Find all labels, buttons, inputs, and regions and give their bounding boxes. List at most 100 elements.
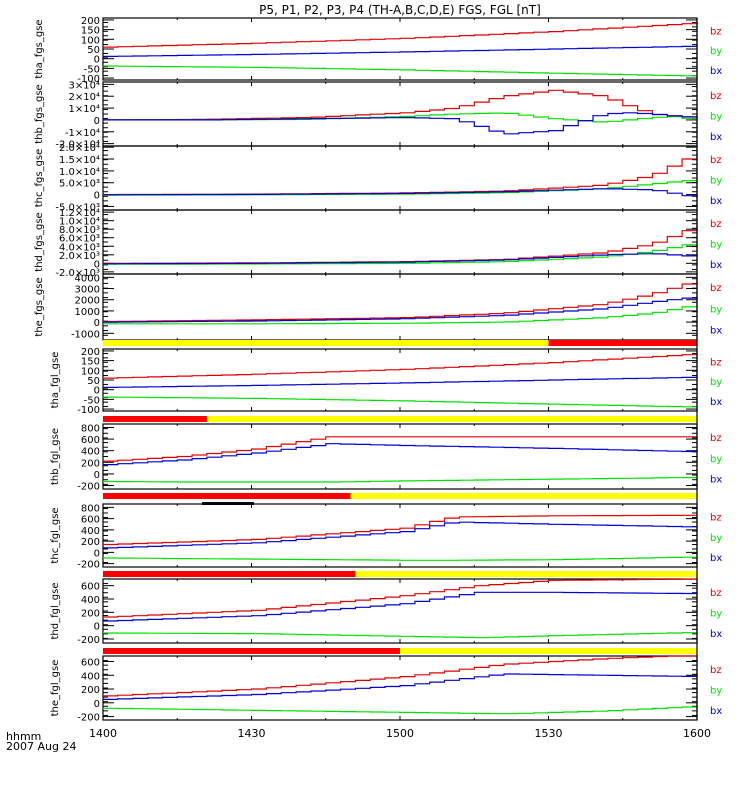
panel-thd_fgl_gse: 600 400 200 0 -200 thd_fgl_gse bz by bx [50, 578, 722, 646]
y-tick-label: 0 [94, 699, 100, 710]
mode-bar-segment [400, 648, 697, 654]
y-tick-label: 0 [94, 548, 100, 559]
y-tick-label: 5.0×10³ [59, 179, 100, 190]
y-tick-label: -100 [77, 74, 100, 85]
y-tick-label: 400 [81, 595, 100, 606]
mode-bar [103, 493, 697, 505]
series-bx [103, 591, 698, 622]
y-tick-label: 100 [81, 366, 100, 377]
mode-bar [103, 571, 697, 577]
legend-bx: bx [710, 553, 722, 564]
series-by [103, 632, 698, 639]
mode-bar-segment [103, 493, 351, 499]
series-bx [103, 253, 698, 265]
legend-bx: bx [710, 706, 722, 717]
series-bx [103, 188, 698, 199]
y-tick-label: -50 [84, 64, 100, 75]
y-tick-label: -100 [77, 405, 100, 416]
y-axis-label: thd_fgl_gse [50, 583, 61, 640]
panel-thd_fgs_gse: 1.2×10⁴1.0×10⁴8.0×10³6.0×10³4.0×10³2.0×1… [34, 208, 722, 279]
y-tick-label: 200 [81, 458, 100, 469]
legend-bx: bx [710, 66, 722, 77]
y-tick-label: 2.0×10⁴ [59, 143, 100, 154]
y-tick-label: 0 [94, 470, 100, 481]
y-tick-label: 0 [94, 116, 100, 127]
mode-bar-segment [103, 648, 400, 654]
y-tick-label: -5.0×10³ [55, 202, 100, 213]
legend-bx: bx [710, 196, 722, 207]
series-bz [103, 655, 697, 697]
mode-bar-segment [350, 493, 697, 499]
legend-bx: bx [710, 397, 722, 408]
series-bz [103, 514, 697, 546]
y-tick-label: 0 [94, 318, 100, 329]
y-axis-label: tha_fgs_gse [34, 19, 45, 78]
y-tick-label: 600 [81, 658, 100, 669]
x-axis-label-date: 2007 Aug 24 [6, 740, 76, 753]
series-by [103, 556, 698, 561]
y-tick-label: 8.0×10³ [59, 225, 100, 236]
y-axis-label: thb_fgs_gse [34, 84, 45, 143]
y-tick-label: -200 [77, 713, 100, 724]
y-tick-label: 0 [94, 622, 100, 633]
x-tick-label: 1400 [89, 727, 117, 740]
y-tick-label: 200 [81, 347, 100, 358]
panel-frame [102, 17, 698, 81]
y-tick-label: 1000 [75, 307, 100, 318]
y-tick-label: -2.0×10³ [55, 268, 100, 279]
mode-bar-segment [103, 571, 356, 577]
legend-bx: bx [710, 325, 722, 336]
legend-bx: bx [710, 629, 722, 640]
legend-bx: bx [710, 260, 722, 271]
chart-title: P5, P1, P2, P3, P4 (TH-A,B,C,D,E) FGS, F… [259, 3, 541, 17]
y-tick-label: 1.0×10⁴ [59, 217, 100, 228]
y-tick-label: 400 [81, 671, 100, 682]
series-bz [103, 436, 697, 462]
legend-bz: bz [710, 513, 722, 524]
mode-bar-segment [103, 416, 207, 422]
y-tick-label: -2.0×10⁴ [55, 140, 100, 151]
legend-bz: bz [710, 283, 722, 294]
legend-bz: bz [710, 155, 722, 166]
y-tick-label: 6.0×10³ [59, 234, 100, 245]
y-tick-label: 3×10⁴ [69, 80, 100, 91]
legend-bx: bx [710, 132, 722, 143]
mode-bar [103, 340, 697, 346]
legend-by: by [710, 46, 722, 57]
legend-by: by [710, 239, 722, 250]
series-by [103, 396, 698, 408]
legend-by: by [710, 454, 722, 465]
y-tick-label: 600 [81, 582, 100, 593]
series-bx [103, 376, 698, 388]
y-tick-label: 0 [94, 259, 100, 270]
y-tick-label: -1000 [71, 329, 100, 340]
legend-bz: bz [710, 433, 722, 444]
y-axis-label: thc_fgs_gse [34, 149, 45, 208]
series-bx [103, 112, 698, 135]
series-bz [103, 89, 698, 121]
y-axis-label: thc_fgl_gse [50, 507, 61, 563]
y-tick-label: 50 [87, 376, 100, 387]
y-tick-label: 150 [81, 26, 100, 37]
y-tick-label: -50 [84, 395, 100, 406]
legend-by: by [710, 111, 722, 122]
legend-by: by [710, 685, 722, 696]
series-bx [103, 45, 698, 57]
panel-frame [102, 503, 698, 568]
legend-by: by [710, 608, 722, 619]
mode-bar [103, 416, 697, 422]
y-tick-label: 0 [94, 55, 100, 66]
y-tick-label: 1.2×10⁴ [59, 208, 100, 219]
y-tick-label: -1×10⁴ [65, 128, 100, 139]
series-bx [103, 521, 698, 549]
y-tick-label: 200 [81, 608, 100, 619]
legend-by: by [710, 533, 722, 544]
y-tick-label: 50 [87, 45, 100, 56]
y-tick-label: 1×10⁴ [69, 104, 100, 115]
series-by [103, 706, 698, 715]
